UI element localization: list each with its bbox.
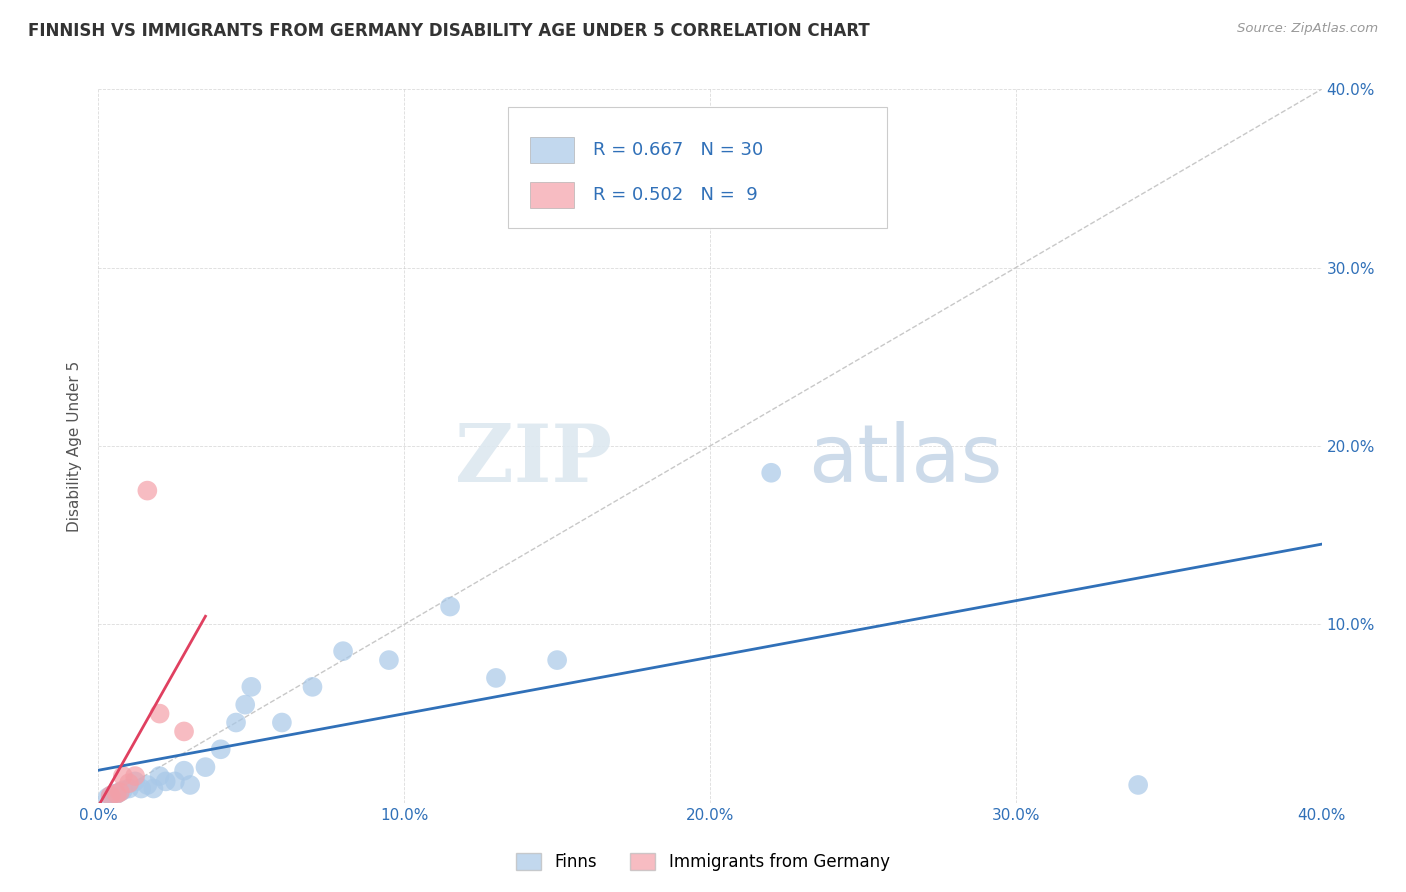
- Legend: Finns, Immigrants from Germany: Finns, Immigrants from Germany: [508, 845, 898, 880]
- Point: [332, 644, 354, 658]
- Point: [97, 790, 120, 805]
- Point: [240, 680, 263, 694]
- Point: [129, 781, 152, 796]
- Text: atlas: atlas: [808, 421, 1002, 500]
- Point: [439, 599, 461, 614]
- Y-axis label: Disability Age Under 5: Disability Age Under 5: [67, 360, 83, 532]
- Point: [1128, 778, 1150, 792]
- Point: [108, 785, 131, 799]
- Point: [111, 783, 134, 797]
- Point: [111, 769, 134, 783]
- Point: [136, 483, 159, 498]
- Point: [149, 769, 172, 783]
- Point: [155, 774, 177, 789]
- Point: [301, 680, 323, 694]
- Point: [163, 774, 186, 789]
- Text: R = 0.502   N =  9: R = 0.502 N = 9: [592, 186, 758, 203]
- Point: [209, 742, 232, 756]
- Point: [136, 778, 159, 792]
- Point: [124, 774, 146, 789]
- Text: R = 0.667   N = 30: R = 0.667 N = 30: [592, 141, 763, 159]
- Point: [105, 787, 128, 801]
- Point: [142, 781, 165, 796]
- FancyBboxPatch shape: [508, 107, 887, 228]
- Point: [179, 778, 201, 792]
- Point: [100, 789, 122, 803]
- Text: FINNISH VS IMMIGRANTS FROM GERMANY DISABILITY AGE UNDER 5 CORRELATION CHART: FINNISH VS IMMIGRANTS FROM GERMANY DISAB…: [28, 22, 870, 40]
- Point: [173, 764, 195, 778]
- Point: [759, 466, 782, 480]
- Point: [124, 769, 146, 783]
- FancyBboxPatch shape: [530, 182, 574, 208]
- Point: [103, 787, 125, 801]
- Point: [108, 785, 131, 799]
- Text: ZIP: ZIP: [456, 421, 612, 500]
- Point: [270, 715, 292, 730]
- Point: [105, 787, 128, 801]
- Point: [378, 653, 401, 667]
- Point: [118, 776, 141, 790]
- Point: [100, 789, 122, 803]
- Point: [173, 724, 195, 739]
- Point: [225, 715, 247, 730]
- FancyBboxPatch shape: [530, 137, 574, 162]
- Point: [149, 706, 172, 721]
- Point: [485, 671, 508, 685]
- Text: Source: ZipAtlas.com: Source: ZipAtlas.com: [1237, 22, 1378, 36]
- Point: [546, 653, 568, 667]
- Point: [118, 781, 141, 796]
- Point: [194, 760, 217, 774]
- Point: [233, 698, 256, 712]
